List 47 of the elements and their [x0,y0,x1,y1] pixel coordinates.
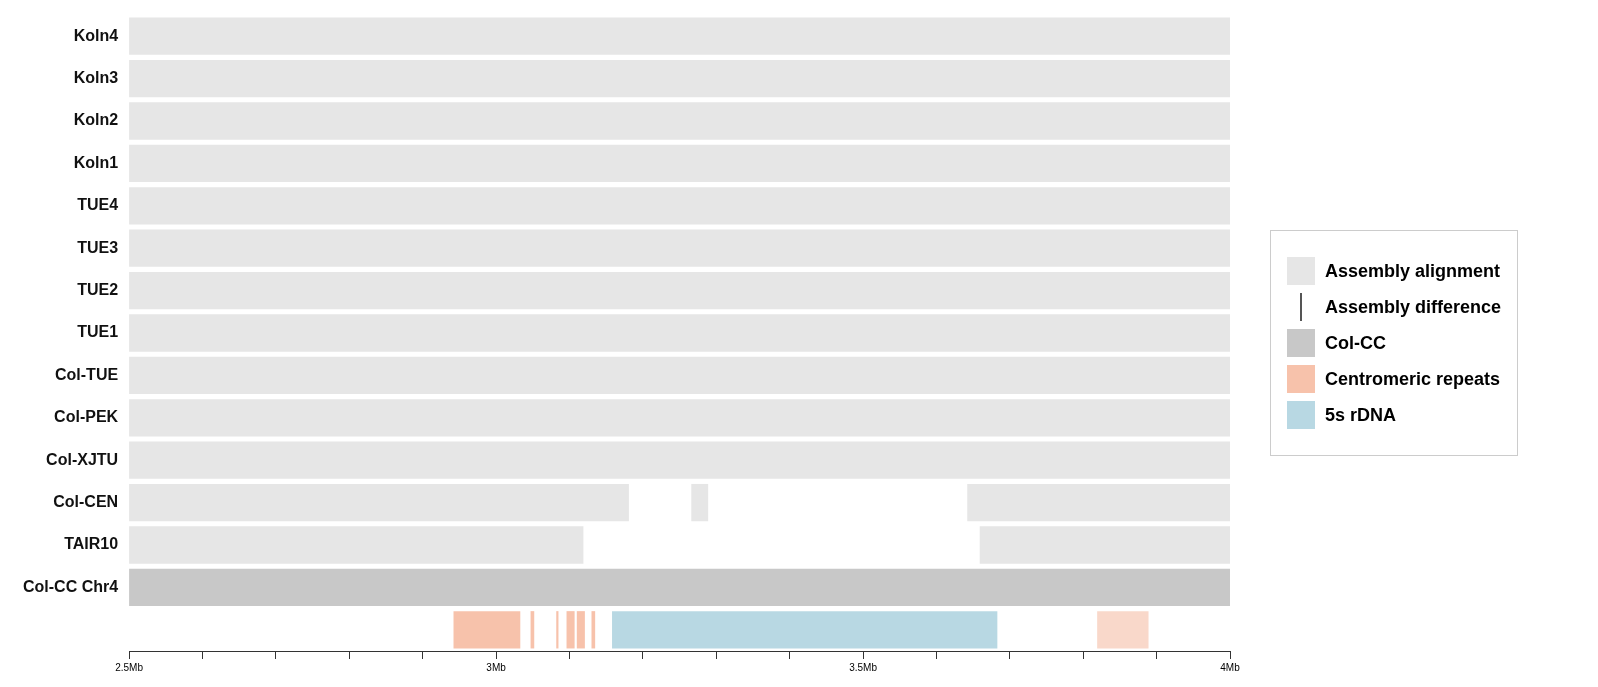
y-tick-label: TAIR10 [64,535,119,553]
y-tick-label: Col-CEN [53,493,119,511]
bar [129,271,1230,310]
bar [129,399,1230,437]
bar [979,526,1230,564]
bar [612,611,998,649]
y-tick-label: TUE3 [77,238,119,256]
y-tick-label: TUE4 [77,196,119,214]
legend-label: Centromeric repeats [1325,368,1501,390]
bar [129,441,1230,479]
bar [576,611,585,649]
y-tick-label: Col-XJTU [46,450,119,468]
legend-label: Assembly difference [1325,296,1502,318]
y-tick-label: Koln1 [73,153,119,171]
x-tick-label: 4Mb [1220,661,1241,673]
bar [129,17,1230,55]
bar [556,611,559,649]
bar [967,483,1230,522]
legend-label: Assembly alignment [1325,260,1501,282]
y-tick-label: Koln2 [73,111,119,129]
legend-label: 5s rDNA [1325,404,1397,426]
y-tick-label: Col-TUE [55,365,119,383]
x-tick-label: 3.5Mb [849,661,878,673]
bar [129,314,1230,352]
bar [129,526,584,564]
bar [129,144,1230,183]
bar [1097,611,1149,649]
y-tick-label: Col-PEK [54,408,119,426]
bar [129,59,1230,98]
x-tick-label: 3Mb [486,661,507,673]
bar [129,568,1230,607]
y-tick-label: Koln3 [73,69,119,87]
bar [129,187,1230,225]
y-tick-label: Col-CC Chr4 [23,577,119,595]
bar [566,611,575,649]
y-tick-label: TUE2 [77,281,119,299]
bar [129,483,629,522]
bar [129,356,1230,395]
bar [691,483,709,522]
y-tick-label: TUE1 [77,323,119,341]
bar [453,611,521,649]
bar [591,611,596,649]
x-tick-label: 2.5Mb [115,661,144,673]
y-tick-label: Koln4 [73,26,119,44]
bar [129,102,1230,140]
bar [129,229,1230,267]
legend-label: Col-CC [1325,332,1386,354]
